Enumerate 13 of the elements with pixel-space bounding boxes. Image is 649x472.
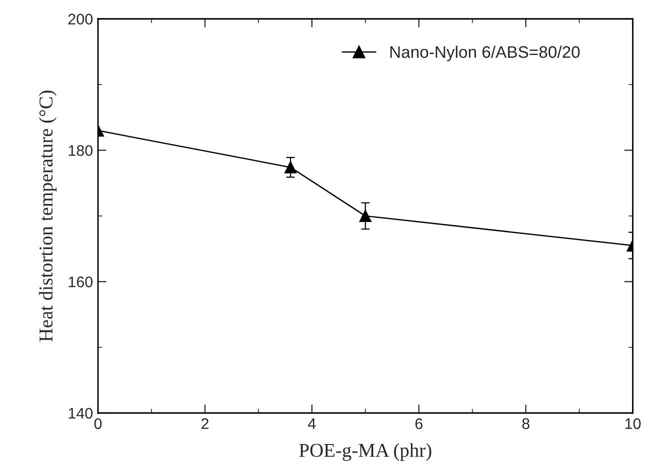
x-tick-label: 8 <box>522 418 530 430</box>
y-tick-label: 180 <box>68 145 93 156</box>
x-tick-label: 4 <box>308 418 316 429</box>
x-tick-label: 0 <box>94 418 102 430</box>
y-axis-title: Heat distortion temperature (°C) <box>38 90 57 342</box>
x-tick-label: 6 <box>415 418 422 430</box>
y-tick-label: 200 <box>68 14 93 25</box>
legend-label: Nano-Nylon 6/ABS=80/20 <box>390 46 580 62</box>
y-tick-label: 160 <box>68 276 93 288</box>
y-tick-label: 140 <box>68 408 93 419</box>
x-tick-label: 2 <box>201 418 208 429</box>
x-axis-title: POE-g-MA (phr) <box>299 443 432 461</box>
x-tick-label: 10 <box>625 418 641 430</box>
